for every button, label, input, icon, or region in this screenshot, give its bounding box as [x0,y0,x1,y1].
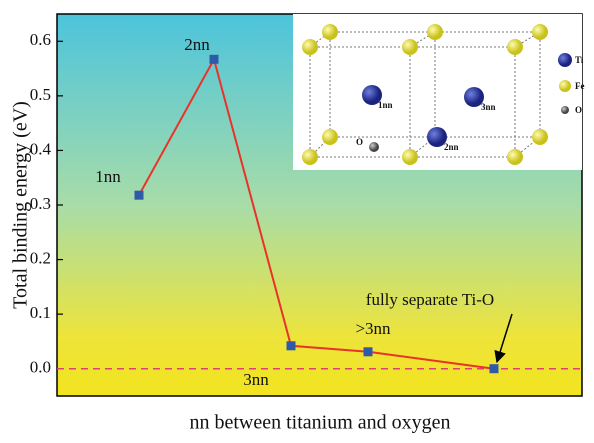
marker [287,341,296,350]
point-label: 3nn [243,370,269,389]
marker [364,347,373,356]
legend-label: O [575,105,582,115]
x-axis-label: nn between titanium and oxygen [189,412,450,434]
y-tick-label: 0.4 [30,139,52,158]
legend-o [561,106,569,114]
y-tick-label: 0.6 [30,30,51,49]
site-label: 1nn [378,100,393,110]
legend-label: Fe [575,81,585,91]
chart: 1nn 3nn 2nn O Ti Fe O Total binding ener… [0,0,594,438]
marker [210,55,219,64]
legend-fe [559,80,571,92]
y-tick-label: 0.2 [30,248,51,267]
y-tick-label: 0.5 [30,85,51,104]
point-label: >3nn [355,319,391,338]
oxygen-label: O [356,137,363,147]
y-axis-label: Total binding energy (eV) [10,101,32,309]
marker [135,191,144,200]
point-label: 2nn [184,35,210,54]
o-atom [369,142,379,152]
marker [490,364,499,373]
site-label: 3nn [481,102,496,112]
inset: 1nn 3nn 2nn O Ti Fe O [293,14,585,170]
y-tick-label: 0.1 [30,303,51,322]
y-tick-label: 0.3 [30,194,51,213]
site-label: 2nn [444,142,459,152]
point-label: fully separate Ti-O [366,290,494,309]
y-tick-label: 0.0 [30,358,51,377]
legend-label: Ti [575,55,584,65]
legend-ti [558,53,572,67]
point-label: 1nn [95,167,121,186]
